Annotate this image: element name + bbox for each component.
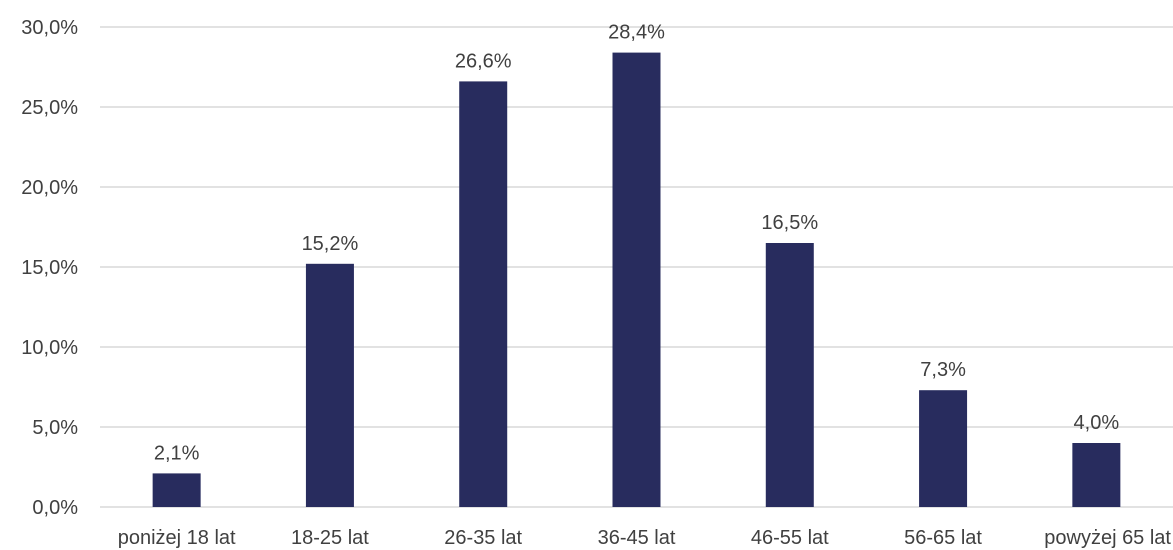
data-label: 7,3%: [920, 359, 966, 381]
y-axis-tick-labels: 0,0% 5,0% 10,0% 15,0% 20,0% 25,0% 30,0%: [21, 17, 78, 519]
bars: [152, 52, 1121, 508]
x-category-label: 18-25 lat: [291, 527, 369, 549]
x-category-label: 46-55 lat: [751, 527, 829, 549]
y-tick-label: 20,0%: [21, 177, 78, 199]
x-category-label: 26-35 lat: [444, 527, 522, 549]
data-label: 2,1%: [154, 442, 200, 464]
x-category-label: 56-65 lat: [904, 527, 982, 549]
y-tick-label: 15,0%: [21, 257, 78, 279]
x-axis-category-labels: poniżej 18 lat 18-25 lat 26-35 lat 36-45 la…: [118, 527, 1172, 549]
data-label: 26,6%: [455, 50, 512, 72]
bar-6: [919, 390, 968, 507]
x-category-label: poniżej 18 lat: [118, 527, 236, 549]
x-category-label: 36-45 lat: [598, 527, 676, 549]
data-label: 28,4%: [608, 22, 665, 44]
bar-4: [612, 52, 661, 507]
data-label: 15,2%: [302, 233, 359, 255]
y-tick-label: 5,0%: [32, 417, 78, 439]
bar-5: [765, 243, 814, 507]
data-labels: 2,1% 15,2% 26,6% 28,4% 16,5% 7,3% 4,0%: [154, 22, 1120, 465]
bar-1: [152, 473, 201, 507]
y-tick-label: 30,0%: [21, 17, 78, 39]
bar-7: [1072, 443, 1121, 507]
y-tick-label: 0,0%: [32, 497, 78, 519]
bar-2: [305, 263, 354, 507]
y-tick-label: 25,0%: [21, 97, 78, 119]
x-category-label: powyżej 65 lat: [1044, 527, 1171, 549]
data-label: 16,5%: [761, 212, 818, 234]
y-tick-label: 10,0%: [21, 337, 78, 359]
bar-3: [459, 81, 508, 508]
data-label: 4,0%: [1074, 412, 1120, 434]
